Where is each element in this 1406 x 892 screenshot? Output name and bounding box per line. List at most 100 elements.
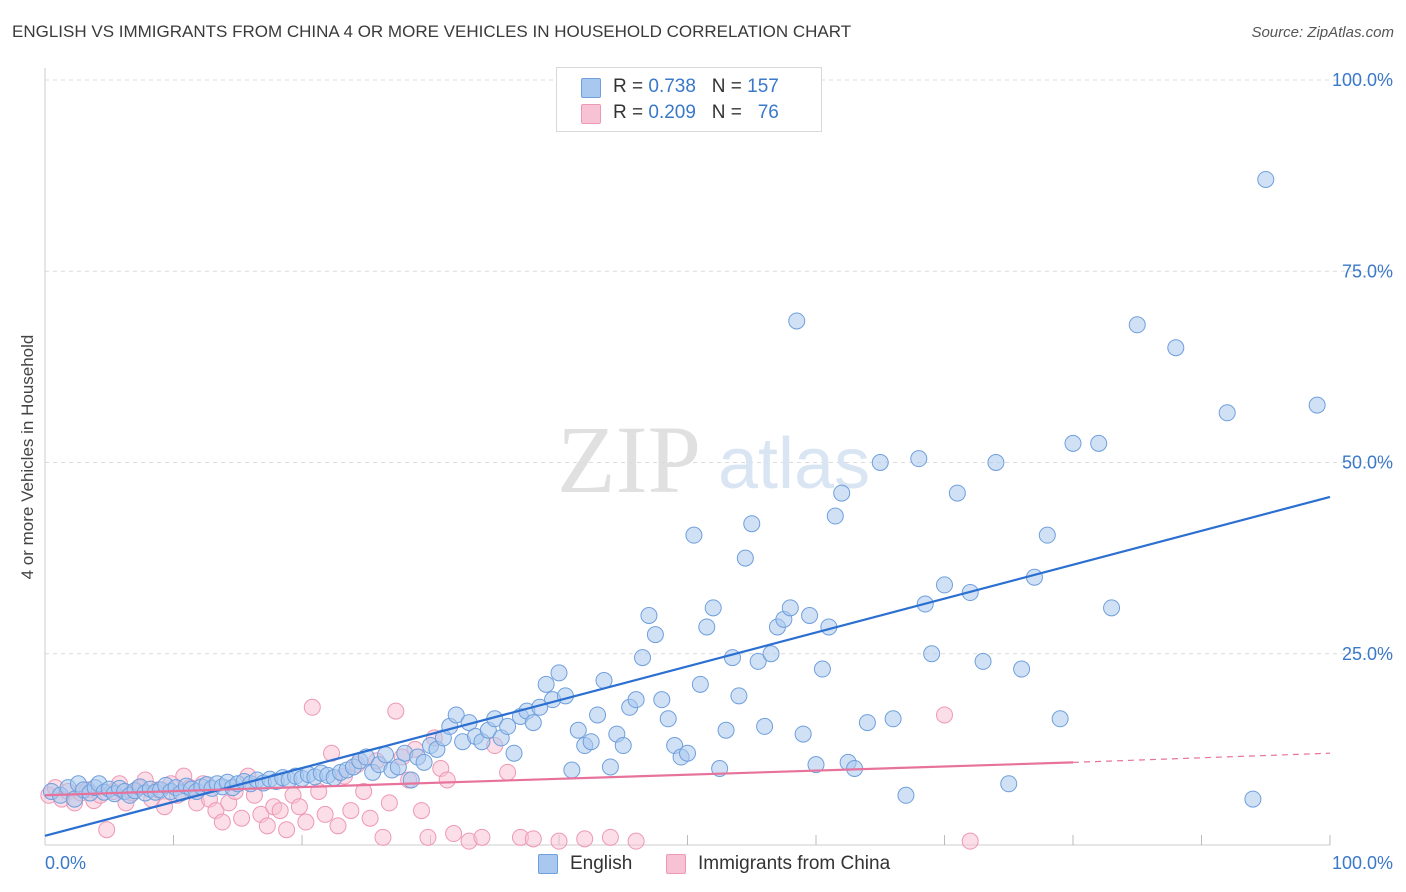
stats-legend: R = 0.738 N = 157 R = 0.209 N = 76 [556,67,822,132]
x-tick-label: 100.0% [1332,853,1393,873]
legend-r-label: R = [613,102,644,123]
watermark: ZIP atlas [557,406,870,513]
source-label: Source: ZipAtlas.com [1251,24,1394,41]
english-point [646,626,664,644]
china-point [413,802,431,820]
english-point [813,660,831,678]
china-point [213,813,231,831]
legend-n-label: N = [711,102,742,123]
english-point [781,599,799,617]
english-point [1128,316,1146,334]
china-point [387,702,405,720]
china-point [627,832,645,850]
english-point [1103,599,1121,617]
english-point [685,526,703,544]
english-point [499,717,517,735]
english-point [640,607,658,624]
english-point [736,549,754,567]
english-point [614,737,632,755]
legend-n-value: 157 [747,76,779,97]
china-point [316,805,334,823]
english-point [698,618,716,636]
chart-title: ENGLISH VS IMMIGRANTS FROM CHINA 4 OR MO… [12,22,852,41]
china-point [329,817,347,835]
english-point [884,710,902,728]
english-trend-line [44,495,1331,837]
english-point [1218,404,1236,422]
english-point [1308,396,1326,414]
x-tick-label: 0.0% [45,853,86,873]
english-point [556,687,574,705]
china-point [374,828,392,846]
english-point [1167,339,1185,357]
english-point [826,507,844,525]
tick-labels: 25.0% 50.0% 75.0% 100.0% 0.0% 100.0% [45,70,1393,873]
english-points [42,170,1326,808]
legend-n-value: 76 [757,102,779,123]
english-swatch [581,78,601,98]
english-point [550,664,568,682]
english-point [569,721,587,739]
english-point [762,645,780,663]
y-tick-label: 50.0% [1342,453,1393,473]
english-point [1090,434,1108,452]
english-point [679,744,696,762]
watermark-zip: ZIP [557,406,701,513]
english-point [1000,775,1018,793]
china-swatch [581,104,601,124]
china-point [361,809,379,827]
english-point [923,645,941,663]
english-point [447,706,465,724]
english-point [974,652,992,670]
english-point [415,753,433,771]
english-point [948,484,966,502]
china-point [601,828,619,846]
bottom-legend-english-label: English [570,853,633,874]
legend-n-label: N = [711,76,742,97]
y-tick-label: 75.0% [1342,261,1393,281]
english-point [749,652,767,670]
english-point [389,758,407,776]
english-point [691,675,709,693]
english-point [743,515,761,533]
legend-r-value: 0.209 [648,102,696,123]
china-point [98,821,116,839]
china-point [380,794,398,812]
china-trend-extension [1072,752,1331,763]
china-point [233,809,251,827]
english-point [377,746,395,764]
china-point [524,830,542,848]
china-trend-line [44,761,1074,797]
english-point [601,758,619,776]
english-point [1013,660,1031,678]
english-point [788,312,806,330]
english-point [794,725,812,743]
grid-lines [45,79,1390,655]
trend-lines [44,495,1331,837]
china-point [419,828,437,846]
english-point [653,691,671,709]
english-point [627,691,645,709]
english-point [589,706,607,724]
english-point [987,454,1005,471]
english-point [524,714,542,732]
y-tick-label: 25.0% [1342,644,1393,664]
china-point [550,832,568,850]
china-point [445,825,463,843]
english-point [402,771,420,789]
english-point [807,756,825,774]
english-point [505,744,523,762]
china-point [499,763,517,781]
english-point [1051,710,1069,728]
china-point [473,828,491,846]
english-point [730,687,748,705]
english-point [1257,170,1275,188]
english-point [1064,434,1082,452]
english-point [833,484,851,502]
legend-r-value: 0.738 [648,76,696,97]
legend-r-label: R = [613,76,644,97]
english-swatch [538,854,558,874]
english-point [704,599,722,617]
china-point [355,782,373,800]
